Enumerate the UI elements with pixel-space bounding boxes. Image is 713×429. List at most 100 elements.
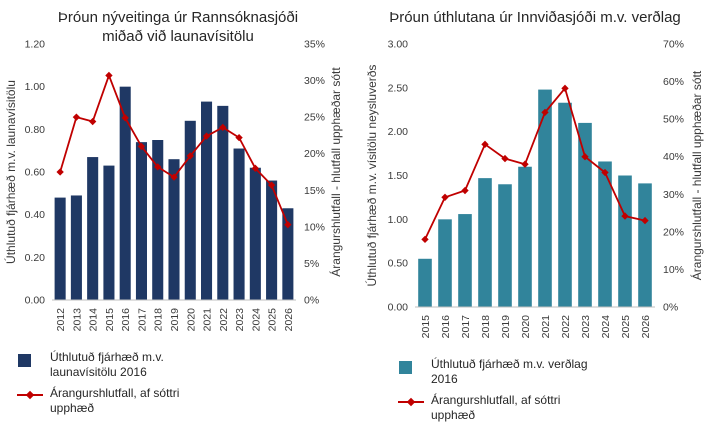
line-point [461, 186, 469, 195]
x-tick-label: 2020 [185, 308, 197, 332]
bar [438, 219, 452, 307]
y-tick-label: 3.00 [388, 39, 409, 51]
y2-tick-label: 30% [304, 75, 325, 87]
x-tick-label: 2025 [267, 308, 279, 332]
x-tick-label: 2018 [480, 315, 492, 339]
bar [103, 165, 115, 300]
y2-tick-label: 10% [304, 221, 325, 233]
x-tick-label: 2022 [560, 315, 572, 339]
bar-swatch [18, 354, 31, 367]
line-point [154, 163, 162, 171]
bar [233, 148, 245, 300]
line-point [284, 220, 292, 229]
x-tick-label: 2026 [640, 315, 652, 339]
chart-title: Þróun úthlutana úr Innviðasjóði m.v. ver… [357, 8, 713, 27]
line-point [72, 113, 81, 121]
legend-bar-entry: Úthlutuð fjárhæð m.v. verðlag 2016 [397, 357, 588, 387]
y-tick-label: 0.20 [25, 252, 46, 264]
chart-title-line-1: Þróun nýveitinga úr Rannsóknasjóði [57, 9, 299, 26]
chart-plot: 0.00 0.50 1.00 1.50 2.00 2.50 3.00 0% 10% 20% 30% 4… [364, 39, 704, 339]
bar [201, 101, 213, 300]
legend-line-label-2: upphæð [431, 408, 476, 422]
bar [135, 142, 147, 300]
y2-tick-label: 5% [304, 258, 319, 270]
bar [418, 258, 432, 307]
legend: Úthlutuð fjárhæð m.v. launavísitölu 2016… [16, 350, 179, 422]
y-tick-label: 0.50 [388, 258, 409, 270]
y2-tick-label: 70% [663, 39, 684, 51]
x-tick-label: 2020 [520, 315, 532, 339]
x-tick-label: 2013 [71, 308, 83, 332]
x-tick-label: 2026 [283, 308, 295, 332]
x-tick-label: 2015 [420, 315, 432, 339]
bar [266, 180, 278, 300]
y2-tick-label: 15% [304, 185, 325, 197]
bar [184, 120, 196, 300]
series-line [424, 87, 646, 240]
y2-tick-label: 20% [663, 226, 684, 238]
x-tick-label: 2025 [620, 315, 632, 339]
bar [54, 197, 66, 300]
line-point [121, 114, 129, 122]
y2-tick-label: 25% [304, 112, 325, 124]
bar [478, 178, 492, 307]
bar [618, 175, 632, 307]
y-tick-label: 0.00 [388, 302, 409, 314]
bar [458, 214, 472, 307]
legend-bar-entry: Úthlutuð fjárhæð m.v. launavísitölu 2016 [16, 350, 179, 380]
line-point [56, 168, 64, 176]
legend-line-label-1: Árangurshlutfall, af sóttri [431, 393, 561, 407]
x-tick-label: 2019 [500, 315, 512, 339]
x-tick-label: 2021 [540, 315, 552, 339]
bar [558, 102, 572, 307]
legend-bar-label-2: 2016 [431, 372, 458, 386]
x-tick-label: 2018 [153, 308, 165, 332]
chart-right: Þróun úthlutana úr Innviðasjóði m.v. ver… [357, 0, 713, 422]
legend: Úthlutuð fjárhæð m.v. verðlag 2016 Árang… [397, 357, 588, 429]
chart-plot: 0.00 0.20 0.40 0.60 0.80 1.00 1.20 0% 5% 10% 15% 20… [3, 39, 343, 332]
line-point [137, 142, 146, 151]
bar [282, 208, 294, 300]
chart-title-line-2: miðað við launavísitölu [102, 28, 254, 45]
x-tick-label: 2015 [104, 308, 116, 332]
bar [119, 86, 131, 301]
x-tick-label: 2014 [88, 308, 100, 332]
bar [518, 166, 532, 307]
legend-line-entry: Árangurshlutfall, af sóttri upphæð [397, 393, 588, 423]
line-point [88, 117, 97, 126]
bar [217, 105, 229, 300]
bar [498, 184, 512, 307]
bar [168, 159, 180, 300]
y2-tick-label: 20% [304, 148, 325, 160]
y2-tick-label: 60% [663, 76, 684, 88]
line-point [219, 123, 227, 132]
line-point [481, 140, 489, 148]
line-point [186, 152, 194, 160]
bar [538, 89, 552, 307]
y2-axis-title: Árangurshlutfall - hlutfall upphæðar sót… [328, 67, 343, 277]
x-tick-label: 2016 [440, 315, 452, 339]
line-point [105, 71, 113, 80]
y2-tick-label: 35% [304, 39, 325, 51]
bar [249, 167, 261, 300]
y2-tick-label: 50% [663, 114, 684, 126]
legend-line-entry: Árangurshlutfall, af sóttri upphæð [16, 386, 179, 416]
x-tick-label: 2017 [460, 315, 472, 339]
x-tick-label: 2022 [218, 308, 230, 332]
bar-swatch [399, 361, 412, 374]
x-tick-label: 2016 [120, 308, 132, 332]
x-tick-label: 2024 [600, 315, 612, 339]
legend-bar-label-1: Úthlutuð fjárhæð m.v. verðlag [431, 357, 588, 371]
line-point [235, 133, 243, 142]
chart-left: Þróun nýveitinga úr Rannsóknasjóði miðað… [0, 0, 356, 421]
y-axis-title: Úthlutuð fjárhæð m.v. vísitölu neysluver… [364, 65, 379, 287]
line-point [421, 235, 429, 244]
y-tick-label: 2.00 [388, 126, 409, 138]
x-tick-label: 2023 [234, 308, 246, 332]
x-tick-label: 2019 [169, 308, 181, 332]
y-axis-title: Úthlutuð fjárhæð m.v. launavísitölu [3, 80, 18, 264]
y-tick-label: 1.50 [388, 170, 409, 182]
x-tick-label: 2017 [136, 308, 148, 332]
legend-bar-label-2: launavísitölu 2016 [50, 365, 147, 379]
y2-tick-label: 10% [663, 264, 684, 276]
